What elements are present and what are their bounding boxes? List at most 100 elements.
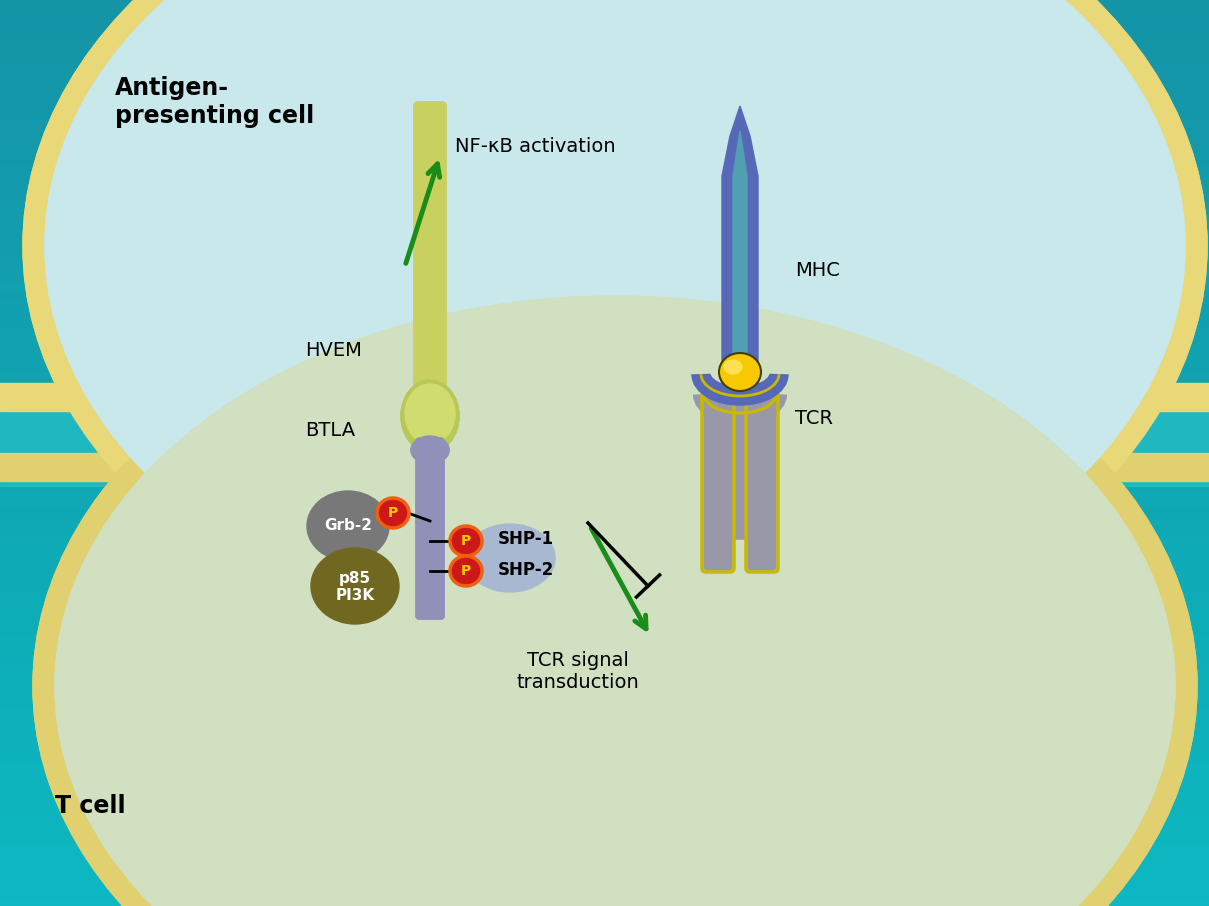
Bar	[0, 207, 1209, 217]
Bar	[0, 389, 1209, 399]
Bar	[0, 452, 1209, 462]
Bar	[0, 316, 1209, 326]
Text: T cell: T cell	[54, 794, 126, 818]
Bar	[0, 162, 1209, 172]
Text: P: P	[461, 564, 472, 578]
Ellipse shape	[405, 384, 455, 444]
Bar	[0, 180, 1209, 190]
Bar	[0, 443, 1209, 453]
Text: p85: p85	[339, 571, 371, 585]
Bar	[0, 352, 1209, 362]
Bar	[0, 325, 1209, 335]
Text: SHP-2: SHP-2	[498, 561, 554, 579]
Bar	[0, 688, 1209, 698]
Bar	[0, 470, 1209, 480]
Bar	[0, 371, 1209, 381]
Bar	[0, 516, 1209, 525]
Polygon shape	[733, 131, 747, 386]
Bar	[0, 570, 1209, 580]
Text: HVEM: HVEM	[305, 342, 361, 361]
Bar	[0, 887, 1209, 897]
Ellipse shape	[465, 524, 555, 592]
Ellipse shape	[721, 354, 760, 390]
Bar	[0, 307, 1209, 317]
FancyBboxPatch shape	[704, 392, 731, 570]
Bar	[0, 235, 1209, 245]
Bar	[0, 72, 1209, 82]
Bar	[0, 81, 1209, 91]
Ellipse shape	[23, 0, 1207, 668]
Text: MHC: MHC	[796, 262, 840, 281]
Bar	[0, 461, 1209, 471]
Bar	[0, 697, 1209, 707]
Bar	[0, 896, 1209, 906]
Bar	[0, 715, 1209, 725]
Ellipse shape	[45, 0, 1185, 646]
Ellipse shape	[54, 296, 1175, 906]
Ellipse shape	[45, 0, 1185, 646]
Bar	[0, 778, 1209, 788]
Ellipse shape	[33, 274, 1197, 906]
Ellipse shape	[401, 380, 459, 452]
Bar	[0, 579, 1209, 589]
Bar	[0, 769, 1209, 779]
Bar	[0, 833, 1209, 843]
Bar	[0, 543, 1209, 553]
Ellipse shape	[378, 499, 407, 527]
Bar	[0, 588, 1209, 598]
Ellipse shape	[54, 296, 1175, 906]
Bar	[0, 434, 1209, 444]
Bar	[0, 63, 1209, 72]
Bar	[0, 670, 1209, 680]
Text: P: P	[388, 506, 398, 520]
Bar	[0, 561, 1209, 571]
Ellipse shape	[451, 527, 481, 555]
Text: PI3K: PI3K	[335, 589, 375, 603]
Bar	[0, 878, 1209, 888]
Bar	[0, 453, 1209, 481]
Bar	[0, 406, 1209, 486]
Bar	[0, 633, 1209, 643]
Ellipse shape	[307, 491, 389, 561]
Bar	[0, 90, 1209, 100]
Ellipse shape	[401, 380, 459, 452]
Bar	[0, 361, 1209, 371]
Bar	[0, 488, 1209, 498]
Bar	[0, 679, 1209, 689]
Bar	[0, 606, 1209, 616]
Bar	[0, 642, 1209, 652]
Bar	[0, 226, 1209, 236]
Bar	[0, 724, 1209, 734]
Ellipse shape	[311, 548, 399, 624]
Bar	[0, 805, 1209, 815]
Bar	[0, 0, 1209, 9]
Bar	[0, 787, 1209, 797]
Bar	[0, 126, 1209, 136]
Bar	[0, 108, 1209, 118]
Bar	[0, 506, 1209, 516]
Bar	[0, 35, 1209, 45]
Bar	[0, 153, 1209, 163]
Bar	[0, 144, 1209, 154]
Bar	[0, 44, 1209, 54]
Ellipse shape	[724, 360, 742, 374]
Bar	[0, 651, 1209, 661]
Text: Grb-2: Grb-2	[324, 518, 372, 534]
Bar	[0, 383, 1209, 411]
Text: Antigen-
presenting cell: Antigen- presenting cell	[115, 76, 314, 128]
Bar	[0, 398, 1209, 408]
Text: BTLA: BTLA	[305, 420, 355, 439]
Bar	[0, 53, 1209, 63]
Bar	[0, 497, 1209, 507]
FancyBboxPatch shape	[413, 102, 446, 400]
Ellipse shape	[411, 436, 449, 464]
Bar	[0, 733, 1209, 743]
Bar	[0, 334, 1209, 344]
Ellipse shape	[45, 0, 1185, 646]
Bar	[0, 760, 1209, 770]
Bar	[0, 479, 1209, 489]
Bar	[0, 17, 1209, 27]
Bar	[0, 842, 1209, 852]
FancyBboxPatch shape	[748, 392, 776, 570]
Text: P: P	[461, 534, 472, 548]
